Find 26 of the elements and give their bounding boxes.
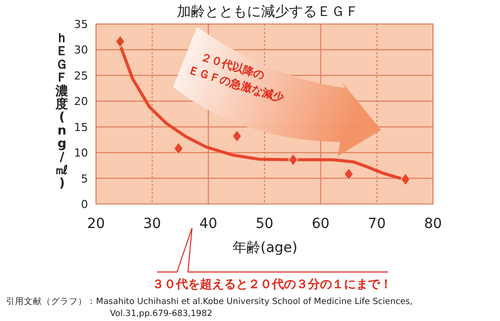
text: ３０代を超えると２０代の３分の１にまで！ (152, 277, 392, 291)
x-tick-label: 50 (256, 216, 274, 232)
x-tick-label: 70 (368, 216, 386, 232)
point (115, 35, 126, 48)
annotation: ２０代以降の ＥＧＦの急激な減少 (186, 50, 286, 106)
y-tick-label: 35 (74, 18, 88, 31)
y-tick-label: 15 (74, 120, 88, 134)
point (232, 130, 242, 143)
y-tick-label: 10 (74, 146, 88, 160)
x-axis-title: 年齢(age) (232, 240, 298, 256)
x-tick-label: 80 (424, 216, 442, 232)
point (288, 153, 298, 166)
point (344, 168, 354, 181)
x-tick-label: 40 (199, 216, 218, 232)
x-tick-label: 30 (143, 216, 162, 232)
y-tick-label: 30 (74, 44, 88, 57)
point (174, 142, 184, 155)
text: 引用文献（グラフ）：Masahito Uchihashi et al.Kobe University School of Medicine Life Sciences, Vol.31,pp.679-683,1982 (6, 296, 413, 319)
y-tick-label: 0 (81, 198, 88, 211)
chart-title: 加齢とともに減少するＥＧＦ (177, 4, 359, 20)
point (400, 172, 410, 186)
y-tick-label: 25 (74, 69, 88, 82)
x-tick-label: 60 (312, 216, 330, 232)
y-tick-label: 20 (74, 95, 88, 108)
y-tick-label: 5 (81, 172, 88, 186)
text: ｈＥＧＦ濃度(ng/㎖) (56, 30, 68, 190)
